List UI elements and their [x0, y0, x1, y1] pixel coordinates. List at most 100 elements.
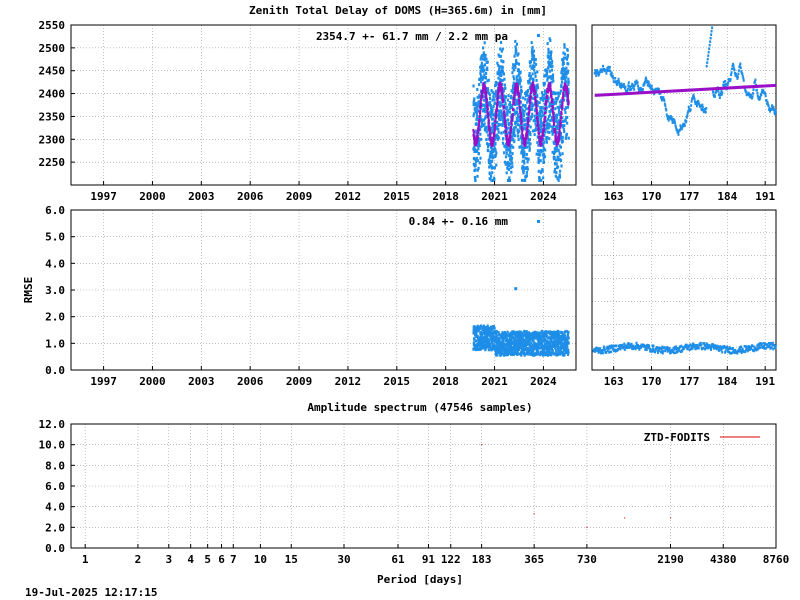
ztd-point: [501, 79, 504, 83]
rmse-zoom-point: [651, 350, 654, 353]
ztd-point: [531, 72, 534, 76]
ztd-point: [499, 96, 502, 100]
rmse-point: [515, 330, 519, 334]
ztd-point: [477, 138, 480, 142]
ztd-point: [537, 156, 540, 160]
ztd-point: [558, 151, 561, 155]
ztd-model-point: [479, 112, 482, 115]
ztd-point: [490, 127, 493, 131]
ztd-point: [523, 109, 526, 113]
rmse-zoom-point: [622, 345, 625, 349]
ztd-zoom-point: [674, 121, 677, 125]
ztd-point: [499, 111, 503, 115]
ztd-point: [548, 37, 551, 41]
ztd-point: [511, 152, 514, 156]
ztd-point: [560, 70, 563, 74]
ztd-model-point: [528, 107, 531, 110]
rmse-point: [506, 330, 509, 334]
rmse-zoom-point: [628, 346, 631, 349]
rmse-point: [473, 342, 476, 346]
ztd-point: [549, 110, 552, 114]
ztd-model-point: [542, 133, 545, 137]
ztd-model-point: [476, 134, 479, 138]
ztd-point: [563, 119, 566, 123]
ztd-point: [555, 171, 558, 175]
rmse-point: [547, 350, 550, 354]
ztd-model-point: [510, 127, 513, 131]
rmse-point: [520, 350, 523, 354]
rmse-point: [508, 351, 511, 355]
ztd-zoom-point: [756, 91, 759, 95]
ztd-model-point: [485, 90, 488, 94]
rmse-point: [517, 335, 520, 339]
ztd-point: [475, 115, 479, 119]
ztd-model-point: [543, 119, 546, 123]
ztd-point: [508, 178, 512, 182]
rmse-point: [525, 330, 528, 334]
rmse-zoom-point: [634, 346, 637, 349]
rmse-point: [508, 337, 512, 341]
rmse-stats-annotation: 0.84 +- 0.16 mm: [409, 215, 509, 228]
ztd-point: [488, 165, 491, 169]
ztd-point: [547, 47, 550, 51]
rmse-zoom-point: [619, 346, 622, 349]
rmse-zoom-point: [685, 345, 688, 349]
rmse-zoom-point: [723, 346, 726, 349]
ztd-point: [502, 120, 505, 124]
rmse-zoom-point: [762, 341, 765, 345]
ztd-zoom-point: [599, 70, 602, 74]
ztd-point: [564, 92, 568, 96]
rmse-zoom-point: [653, 350, 656, 354]
ztd-point: [548, 57, 551, 61]
rmse-point: [542, 347, 545, 351]
ztd-point: [518, 103, 521, 107]
ztd-point: [498, 54, 501, 58]
rmse-zoom-point: [758, 344, 761, 347]
ztd-model-point: [508, 143, 511, 146]
ztd-model-point: [496, 104, 499, 108]
ztd-zoom-point: [690, 100, 693, 103]
y-tick-label: 2500: [39, 42, 66, 55]
ztd-point: [546, 78, 549, 82]
rmse-point: [505, 343, 508, 347]
x-tick-label: 2024: [530, 375, 557, 388]
ztd-zoom-point: [623, 87, 626, 90]
rmse-zoom-point: [709, 344, 712, 348]
ztd-point: [527, 141, 530, 145]
ztd-zoom-point: [753, 80, 756, 83]
x-tick-label: 191: [755, 375, 775, 388]
ztd-point: [478, 94, 481, 98]
rmse-point: [519, 339, 522, 343]
ztd-model-point: [549, 85, 552, 88]
rmse-point: [495, 329, 498, 333]
rmse-point: [528, 340, 531, 344]
x-tick-label: 170: [642, 375, 662, 388]
ztd-zoom-point: [616, 83, 619, 87]
ztd-zoom-point: [741, 74, 744, 78]
ztd-point: [491, 153, 494, 157]
rmse-zoom-point: [630, 345, 633, 349]
rmse-point: [485, 343, 489, 347]
ztd-point: [557, 122, 560, 126]
rmse-point: [531, 346, 534, 350]
rmse-point: [503, 353, 506, 357]
rmse-point: [546, 335, 549, 339]
ztd-point: [516, 98, 519, 102]
ztd-point: [541, 149, 545, 153]
ztd-point: [559, 159, 563, 163]
ztd-point: [491, 128, 494, 132]
ztd-point: [536, 70, 539, 74]
ztd-point: [531, 66, 535, 70]
ztd-title: Zenith Total Delay of DOMS (H=365.6m) in…: [249, 4, 547, 17]
ztd-point: [486, 66, 489, 70]
ztd-zoom-point: [643, 83, 646, 86]
ztd-point: [565, 66, 568, 70]
rmse-outlier: [514, 287, 518, 291]
rmse-zoom-point: [710, 345, 713, 349]
ztd-point: [554, 162, 557, 166]
rmse-zoom-point: [740, 345, 743, 349]
ztd-model-point: [494, 123, 497, 127]
rmse-point: [545, 339, 549, 343]
x-tick-label: 15: [285, 553, 298, 566]
ztd-model-point: [540, 143, 543, 147]
